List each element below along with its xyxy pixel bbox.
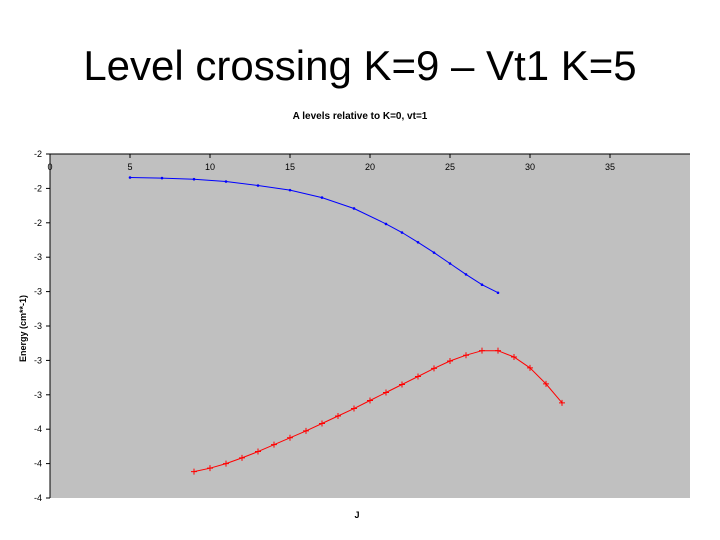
series-2-point (191, 468, 197, 475)
series-2-point (447, 357, 453, 364)
y-tick-label: -4 (34, 493, 42, 503)
y-tick-label: -3 (34, 321, 42, 331)
slide-title: Level crossing K=9 – Vt1 K=5 (83, 42, 637, 89)
series-2-point (223, 460, 229, 467)
series-2-point (303, 427, 309, 434)
plot-area (50, 154, 690, 498)
x-tick-label: 10 (205, 162, 215, 172)
x-axis: 0 5 10 15 20 25 30 35 (47, 153, 690, 172)
series-2-point (335, 413, 341, 420)
series-2-point (239, 454, 245, 461)
series-2-point (431, 365, 437, 372)
series-1-point (256, 184, 260, 187)
series-1-point (432, 251, 436, 254)
y-tick-label: -2 (34, 149, 42, 159)
y-tick-label: -3 (34, 252, 42, 262)
series-2-point (383, 389, 389, 396)
x-tick-label: 0 (47, 162, 52, 172)
y-tick-label: -2 (34, 218, 42, 228)
x-tick-label: 35 (605, 162, 615, 172)
series-2-point (255, 448, 261, 455)
y-tick-label: -3 (34, 355, 42, 365)
series-1-line (129, 177, 499, 294)
y-tick-label: -4 (34, 459, 42, 469)
series-1-point (128, 176, 132, 179)
series-2-point (399, 381, 405, 388)
x-tick-label: 30 (525, 162, 535, 172)
x-tick-label: 25 (445, 162, 455, 172)
series-2-point (271, 441, 277, 448)
y-tick-label: -3 (34, 390, 42, 400)
y-axis: -2 -2 -2 -3 -3 -3 -3 -3 -4 -4 -4 (34, 149, 51, 503)
series-2-point (511, 353, 517, 360)
series-1-point (160, 176, 164, 180)
series-2-point (287, 434, 293, 441)
series-1-point (352, 207, 356, 210)
series-2-point (527, 364, 533, 371)
series-2-point (367, 397, 373, 404)
x-tick-label: 20 (365, 162, 375, 172)
chart-title: A levels relative to K=0, vt=1 (292, 111, 428, 122)
series-2-point (351, 405, 357, 412)
series-1-point (416, 240, 420, 244)
series-2-point (543, 380, 549, 387)
x-tick-label: 15 (285, 162, 295, 172)
x-axis-title: J (354, 510, 360, 520)
series-1-point (192, 177, 196, 181)
series-2-point (207, 465, 213, 472)
series-2-point (319, 420, 325, 427)
series-1-point (448, 262, 452, 265)
y-tick-label: -3 (34, 287, 42, 297)
series-2-point (463, 352, 469, 359)
series-1-point (400, 231, 404, 234)
series-1-point (320, 196, 324, 199)
series-1-point (464, 273, 468, 276)
series-1-point (496, 291, 500, 295)
series-2-point (415, 373, 421, 380)
x-tick-label: 5 (127, 162, 132, 172)
series-1-point (288, 188, 292, 192)
series-2-point (495, 347, 501, 354)
y-tick-label: -2 (34, 183, 42, 193)
series-2-point (559, 399, 565, 406)
series-2-line (193, 350, 563, 473)
series-1-point (480, 283, 484, 287)
series-layer (128, 176, 565, 475)
y-tick-label: -4 (34, 424, 42, 434)
series-2-point (479, 347, 485, 354)
series-1-point (224, 180, 228, 183)
series-1-point (384, 222, 388, 226)
